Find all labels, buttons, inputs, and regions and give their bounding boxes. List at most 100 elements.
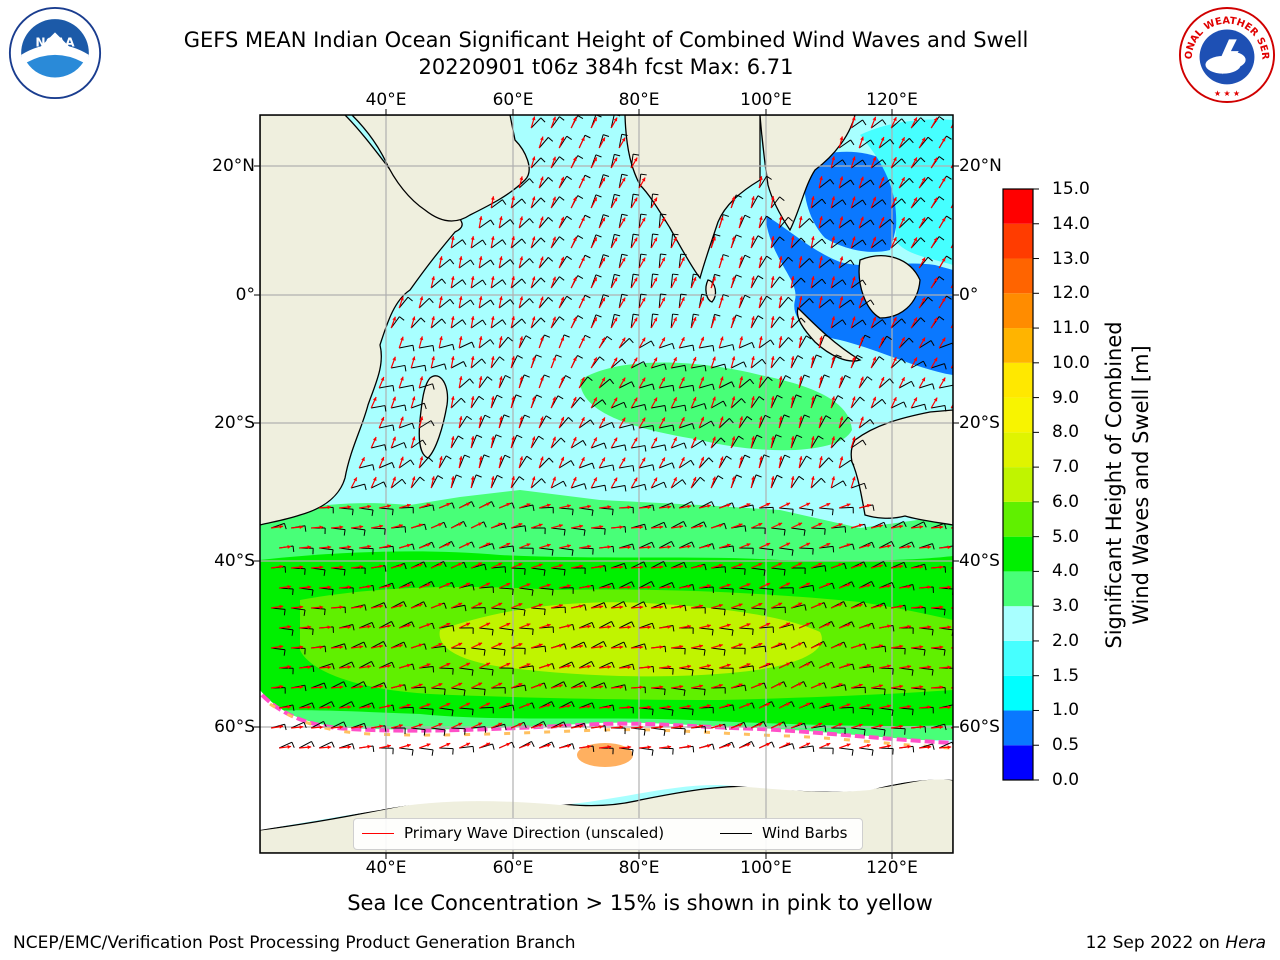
wind-barb-feather bbox=[651, 749, 654, 756]
wind-barb-feather bbox=[779, 316, 785, 321]
wind-barb bbox=[338, 701, 352, 709]
wave-arrow-head bbox=[818, 562, 823, 567]
wind-barb-feather bbox=[404, 404, 407, 412]
wave-arrow-head bbox=[418, 683, 423, 688]
wind-barb bbox=[659, 424, 674, 429]
wave-arrow-head bbox=[560, 176, 565, 181]
wind-barb bbox=[390, 316, 400, 329]
wave-arrow-head bbox=[431, 276, 435, 281]
wind-barb bbox=[731, 607, 746, 611]
wave-arrow-head bbox=[880, 376, 885, 381]
wind-barb-feather bbox=[965, 255, 970, 258]
wind-barb-feather bbox=[672, 385, 675, 392]
wind-barb-feather bbox=[712, 383, 715, 391]
wave-arrow-head bbox=[659, 565, 664, 570]
wave-arrow-head bbox=[880, 136, 885, 141]
wave-arrow-head bbox=[279, 564, 284, 569]
wave-arrow-head bbox=[627, 505, 632, 510]
lon-label-top: 120°E bbox=[866, 90, 918, 110]
wave-arrow-head bbox=[641, 297, 646, 302]
wind-barb bbox=[819, 507, 834, 510]
wave-arrow-head bbox=[839, 136, 844, 141]
wind-barb bbox=[610, 115, 615, 129]
wave-arrow-head bbox=[526, 623, 531, 627]
wind-barb-feather bbox=[411, 581, 415, 588]
colorbar-swatch bbox=[1003, 571, 1033, 607]
wind-barb-feather bbox=[563, 334, 570, 338]
legend-red-line-icon bbox=[362, 832, 394, 834]
wind-barb-feather bbox=[901, 198, 906, 204]
wave-arrow-head bbox=[446, 502, 451, 507]
wind-barb bbox=[898, 380, 912, 389]
wave-arrow-head bbox=[879, 684, 883, 688]
wave-arrow-head bbox=[379, 604, 383, 609]
wave-arrow-head bbox=[567, 704, 571, 708]
wind-barb bbox=[850, 319, 863, 329]
wave-arrow-head bbox=[692, 316, 697, 321]
wind-barb-feather bbox=[862, 319, 867, 326]
wind-barb-feather bbox=[372, 585, 375, 592]
wind-barb-feather bbox=[912, 584, 915, 591]
wind-barb-feather bbox=[903, 401, 907, 408]
wave-arrow-head bbox=[746, 583, 751, 587]
wave-arrow-head bbox=[700, 376, 705, 381]
wave-arrow-head bbox=[839, 216, 844, 221]
wind-barb-feather bbox=[540, 117, 546, 123]
wind-barb bbox=[418, 297, 430, 309]
wind-barb-feather bbox=[456, 474, 462, 478]
wind-barb-feather bbox=[559, 236, 565, 241]
wind-barb-feather bbox=[579, 396, 586, 402]
wave-arrow-head bbox=[954, 238, 957, 242]
wind-barb bbox=[771, 527, 786, 531]
wave-arrow-head bbox=[899, 644, 904, 649]
wind-barb bbox=[450, 319, 463, 329]
wind-barb bbox=[790, 476, 800, 489]
wave-arrow-head bbox=[392, 316, 396, 321]
wind-barb-feather bbox=[571, 509, 574, 516]
colorbar-tick-label: 4.0 bbox=[1052, 561, 1080, 582]
arabia-land bbox=[351, 115, 530, 222]
wave-arrow-head bbox=[518, 723, 523, 727]
wind-barb-feather bbox=[965, 685, 966, 691]
wave-arrow-head bbox=[967, 745, 971, 749]
wave-arrow-head bbox=[967, 585, 971, 589]
wave-arrow-head bbox=[379, 564, 383, 569]
wind-barb-feather bbox=[384, 725, 387, 732]
wind-barb-feather bbox=[392, 546, 395, 553]
wave-arrow-head bbox=[426, 543, 431, 547]
wind-barb bbox=[278, 741, 293, 749]
wave-arrow-head bbox=[613, 437, 618, 442]
wind-barb-feather bbox=[824, 725, 827, 732]
wind-barb-feather bbox=[671, 462, 675, 469]
wave-arrow-head bbox=[907, 624, 912, 629]
wind-barb bbox=[631, 483, 645, 489]
wind-barb-feather bbox=[886, 335, 892, 340]
wave-arrow-head bbox=[539, 416, 544, 421]
wave-arrow-head bbox=[699, 684, 703, 689]
wave-arrow-head bbox=[954, 398, 957, 402]
wind-barb-feather bbox=[650, 340, 655, 347]
wind-barb bbox=[519, 587, 534, 591]
wave-arrow-head bbox=[798, 336, 803, 340]
wave-arrow-head bbox=[347, 585, 352, 589]
wave-arrow-head bbox=[954, 278, 957, 282]
wind-barb-feather bbox=[495, 434, 502, 438]
wave-arrow-head bbox=[719, 376, 724, 381]
wind-barb bbox=[839, 706, 854, 709]
colorbar-tick-label: 3.0 bbox=[1052, 596, 1080, 617]
wind-barb bbox=[718, 418, 730, 429]
wind-barb-feather bbox=[883, 561, 887, 568]
wind-barb-feather bbox=[946, 255, 952, 260]
wave-arrow-head bbox=[860, 376, 864, 381]
wind-barb-feather bbox=[671, 541, 675, 548]
wave-arrow-head bbox=[846, 503, 851, 507]
wave-arrow-head bbox=[627, 545, 632, 550]
wave-arrow-head bbox=[962, 218, 965, 222]
wind-barb-feather bbox=[809, 218, 814, 224]
wind-barb bbox=[351, 483, 365, 489]
wave-arrow-head bbox=[599, 524, 604, 529]
wave-arrow-head bbox=[506, 702, 511, 707]
wave-arrow-head bbox=[287, 665, 292, 669]
wind-barb-feather bbox=[592, 585, 595, 592]
wave-arrow-head bbox=[380, 416, 385, 421]
